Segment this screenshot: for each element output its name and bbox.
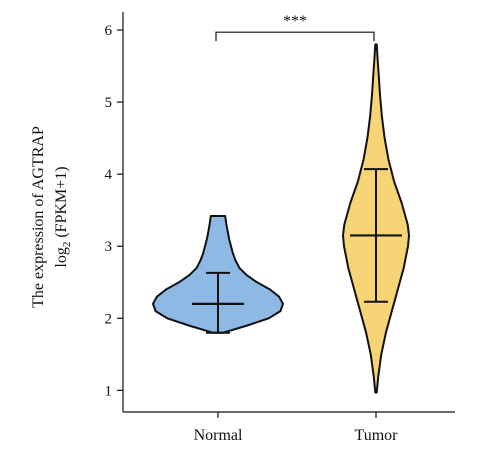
- y-tick-label: 5: [105, 95, 113, 111]
- significance-label: ***: [283, 13, 307, 30]
- bracket-line: [215, 31, 375, 42]
- y-axis-title: The expression of AGTRAP log2 (FPKM+1): [30, 126, 73, 308]
- y-axis-title-line2: log2 (FPKM+1): [53, 166, 73, 267]
- y-axis-title-line1: The expression of AGTRAP: [30, 126, 47, 308]
- x-tick-label: Tumor: [355, 427, 399, 444]
- y-tick-label: 6: [105, 23, 113, 39]
- y-tick-label: 1: [105, 383, 113, 399]
- violins: [152, 43, 410, 394]
- x-tick-label: Normal: [194, 427, 243, 444]
- y-tick-label: 3: [105, 239, 113, 255]
- y-tick-label: 2: [105, 311, 113, 327]
- axes: 1 2 3 4 5 6 Normal Tumor: [105, 12, 455, 444]
- significance-bracket: ***: [215, 13, 375, 42]
- y-tick-label: 4: [105, 167, 113, 183]
